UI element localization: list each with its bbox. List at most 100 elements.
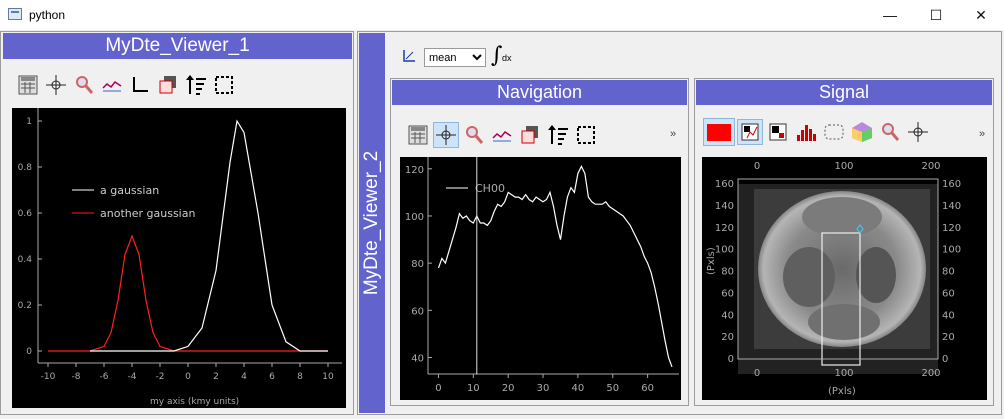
signal-ytick-left-label: 40	[721, 310, 734, 321]
nav-aspect-ratio-button[interactable]	[489, 122, 515, 148]
crosshair-icon	[908, 122, 928, 142]
signal-ytick-left-label: 140	[715, 201, 734, 212]
signal-dock: Signal »	[694, 78, 994, 406]
roi-rounded-button[interactable]	[821, 119, 847, 145]
signal-ytick-right-label: 100	[942, 245, 961, 256]
viewer1-ytick-label: 0.6	[18, 209, 33, 219]
dashed-rect-icon	[577, 126, 595, 144]
navigation-chart: 120 100 80 60 40 0 10 20 30 40 50 60 CH00	[405, 157, 679, 394]
dashed-rect-icon	[215, 76, 233, 94]
navigation-title[interactable]: Navigation	[392, 80, 687, 105]
signal-xtick-bottom-label: 100	[834, 368, 853, 379]
nav-ytick-label: 120	[405, 165, 424, 176]
nav-sort-button[interactable]	[545, 122, 571, 148]
histogram-scale-button[interactable]	[737, 119, 763, 145]
signal-ytick-right-label: 120	[942, 223, 961, 234]
viewer1-xtick-label: 4	[241, 372, 247, 382]
sort-icon	[186, 75, 206, 95]
nav-ytick-label: 80	[411, 259, 424, 270]
series-another-gaussian	[48, 234, 328, 352]
roi-handle[interactable]	[856, 224, 864, 234]
signal-ytick-left-label: 100	[715, 245, 734, 256]
viewer1-ytick-label: 0.8	[18, 163, 33, 173]
grid-table-icon	[408, 125, 428, 145]
red-swatch-icon	[707, 123, 731, 141]
signal-xtick-top-label: 200	[921, 161, 940, 172]
zoom-1to1-button[interactable]	[71, 72, 97, 98]
rounded-rect-icon	[824, 124, 844, 140]
viewer1-xtick-label: -10	[41, 372, 56, 382]
nav-roi-select-button[interactable]	[517, 122, 543, 148]
image-levels-icon	[769, 123, 787, 141]
signal-xlabel: (Pxls)	[828, 386, 856, 397]
viewer1-xtick-label: -6	[100, 372, 109, 382]
mode-select[interactable]: mean	[424, 48, 486, 67]
nav-xtick-label: 20	[502, 383, 515, 394]
sort-icon	[548, 125, 568, 145]
3d-view-button[interactable]	[849, 119, 875, 145]
signal-ylabel: (Pxls)	[706, 247, 717, 275]
viewer1-xtick-label: 2	[213, 372, 219, 382]
magnifier-icon	[466, 126, 484, 144]
viewer1-xlabel: my axis (kmy units)	[150, 397, 239, 407]
stacked-layers-icon	[159, 76, 176, 94]
navigation-plot[interactable]: 120 100 80 60 40 0 10 20 30 40 50 60 CH00	[400, 157, 681, 400]
integral-label: dx	[502, 53, 512, 63]
window-title: python	[29, 8, 66, 22]
signal-zoom-button[interactable]	[877, 119, 903, 145]
signal-xtick-bottom-label: 200	[921, 368, 940, 379]
minimize-button[interactable]: —	[883, 7, 897, 23]
magnifier-icon	[76, 76, 94, 94]
nav-crosshair-button[interactable]	[433, 122, 459, 148]
sort-button[interactable]	[183, 72, 209, 98]
nav-xtick-label: 40	[572, 383, 585, 394]
nav-xtick-label: 10	[467, 383, 480, 394]
series-ch00	[437, 165, 673, 368]
nav-xtick-label: 50	[606, 383, 619, 394]
axis-scale-icon[interactable]	[401, 48, 417, 64]
select-region-button[interactable]	[211, 72, 237, 98]
maximize-button[interactable]: ☐	[929, 7, 943, 23]
roi-select-button[interactable]	[155, 72, 181, 98]
crosshair-icon	[46, 75, 66, 95]
viewer1-plot[interactable]: 1 0.8 0.6 0.4 0.2 0 -10 -8 -6 -4 -2 0 2 4 6 8 10 my axi…	[12, 108, 346, 408]
signal-image-plot[interactable]: 160 140 120 100 80 60 40 20 0 160 140 120 100 80 60 40…	[702, 157, 987, 400]
signal-ytick-left-label: 160	[715, 179, 734, 190]
signal-roi-rectangle[interactable]	[821, 232, 861, 366]
signal-ytick-right-label: 60	[942, 288, 955, 299]
signal-xtick-top-label: 0	[754, 161, 760, 172]
signal-crosshair-button[interactable]	[905, 119, 931, 145]
signal-title[interactable]: Signal	[696, 80, 992, 105]
autoscale-button[interactable]	[765, 119, 791, 145]
nav-ytick-label: 60	[411, 306, 424, 317]
integral-icon[interactable]: ∫	[491, 43, 503, 68]
close-button[interactable]: ✕	[975, 7, 987, 23]
nav-more-tools-button[interactable]: »	[670, 128, 677, 140]
viewer1-title[interactable]: MyDte_Viewer_1	[3, 33, 352, 59]
aspect-ratio-button[interactable]	[99, 72, 125, 98]
nav-roi-manager-button[interactable]	[405, 122, 431, 148]
signal-ytick-left-label: 80	[721, 267, 734, 278]
nav-zoom-1to1-button[interactable]	[461, 122, 487, 148]
crosshair-button[interactable]	[43, 72, 69, 98]
viewer1-ytick-label: 0	[26, 347, 32, 357]
viewer2-title: MyDte_Viewer_2	[361, 150, 382, 296]
histogram-button[interactable]	[793, 119, 819, 145]
nav-select-region-button[interactable]	[573, 122, 599, 148]
viewer1-dock: MyDte_Viewer_1	[0, 31, 354, 415]
colored-cube-icon	[852, 122, 872, 142]
curve-arrow-icon	[492, 130, 512, 142]
nav-ytick-label: 100	[405, 212, 424, 223]
nav-legend-ch00: CH00	[475, 182, 505, 195]
colormap-button[interactable]	[703, 118, 735, 146]
axes-button[interactable]	[127, 72, 153, 98]
viewer1-xtick-label: 6	[269, 372, 275, 382]
stacked-layers-icon	[521, 126, 538, 144]
signal-ytick-left-label: 120	[715, 223, 734, 234]
roi-manager-button[interactable]	[15, 72, 41, 98]
viewer1-ytick-label: 0.4	[18, 255, 33, 265]
signal-more-tools-button[interactable]: »	[979, 128, 986, 140]
signal-ytick-right-label: 0	[942, 354, 948, 365]
viewer2-title-bar[interactable]: MyDte_Viewer_2	[359, 33, 385, 413]
